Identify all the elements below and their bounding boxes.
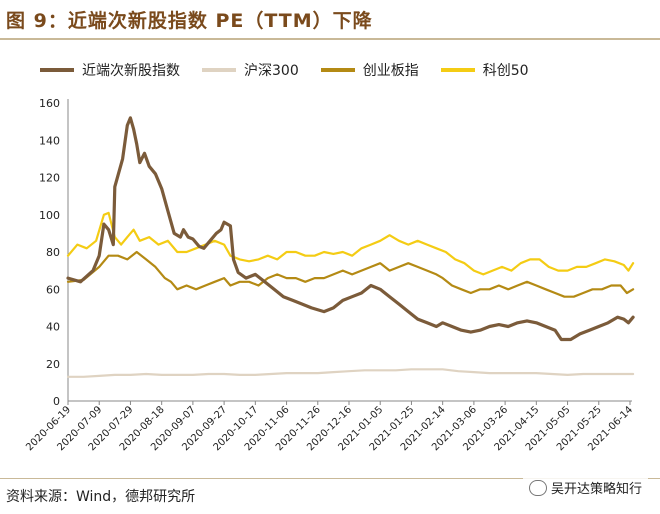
- y-tick-label-40: 40: [46, 321, 60, 334]
- legend-swatch-hs300: [202, 68, 236, 72]
- y-tick-label-0: 0: [53, 395, 60, 408]
- y-tick-label-80: 80: [46, 246, 60, 259]
- watermark: 吴开达策略知行: [522, 476, 648, 499]
- chart-title: 图 9：近端次新股指数 PE（TTM）下降: [6, 10, 373, 32]
- line-chart: 0204060801001201401602020-06-192020-07-0…: [24, 97, 635, 453]
- series-line-hs300: [66, 368, 635, 378]
- chart-legend: 近端次新股指数 沪深300 创业板指 科创50: [40, 60, 529, 80]
- legend-swatch-kc50: [440, 68, 475, 72]
- legend-label-kc50: 科创50: [482, 63, 529, 79]
- legend-item-hs300: 沪深300: [202, 60, 299, 80]
- legend-label-cyb: 创业板指: [362, 63, 419, 79]
- series-line-cyb: [66, 250, 635, 298]
- legend-swatch-cyb: [320, 68, 355, 72]
- series-line-cixin: [66, 116, 635, 342]
- legend-item-cixin: 近端次新股指数: [40, 60, 180, 80]
- y-tick-label-20: 20: [46, 358, 60, 371]
- legend-label-hs300: 沪深300: [244, 63, 299, 79]
- source-note: 资料来源：Wind，德邦研究所: [6, 489, 196, 505]
- legend-swatch-cixin: [40, 68, 74, 72]
- y-tick-label-140: 140: [39, 134, 60, 147]
- footer-divider: [0, 478, 660, 479]
- wechat-icon: [528, 479, 547, 496]
- y-tick-label-100: 100: [39, 209, 60, 222]
- y-tick-label-60: 60: [46, 283, 60, 296]
- series-line-kc50: [66, 211, 635, 276]
- title-divider: [0, 38, 660, 40]
- watermark-text: 吴开达策略知行: [550, 482, 642, 497]
- legend-item-kc50: 科创50: [440, 60, 529, 80]
- legend-label-cixin: 近端次新股指数: [82, 63, 180, 79]
- y-tick-label-120: 120: [39, 172, 60, 185]
- y-tick-label-160: 160: [39, 97, 60, 110]
- legend-item-cyb: 创业板指: [320, 60, 419, 80]
